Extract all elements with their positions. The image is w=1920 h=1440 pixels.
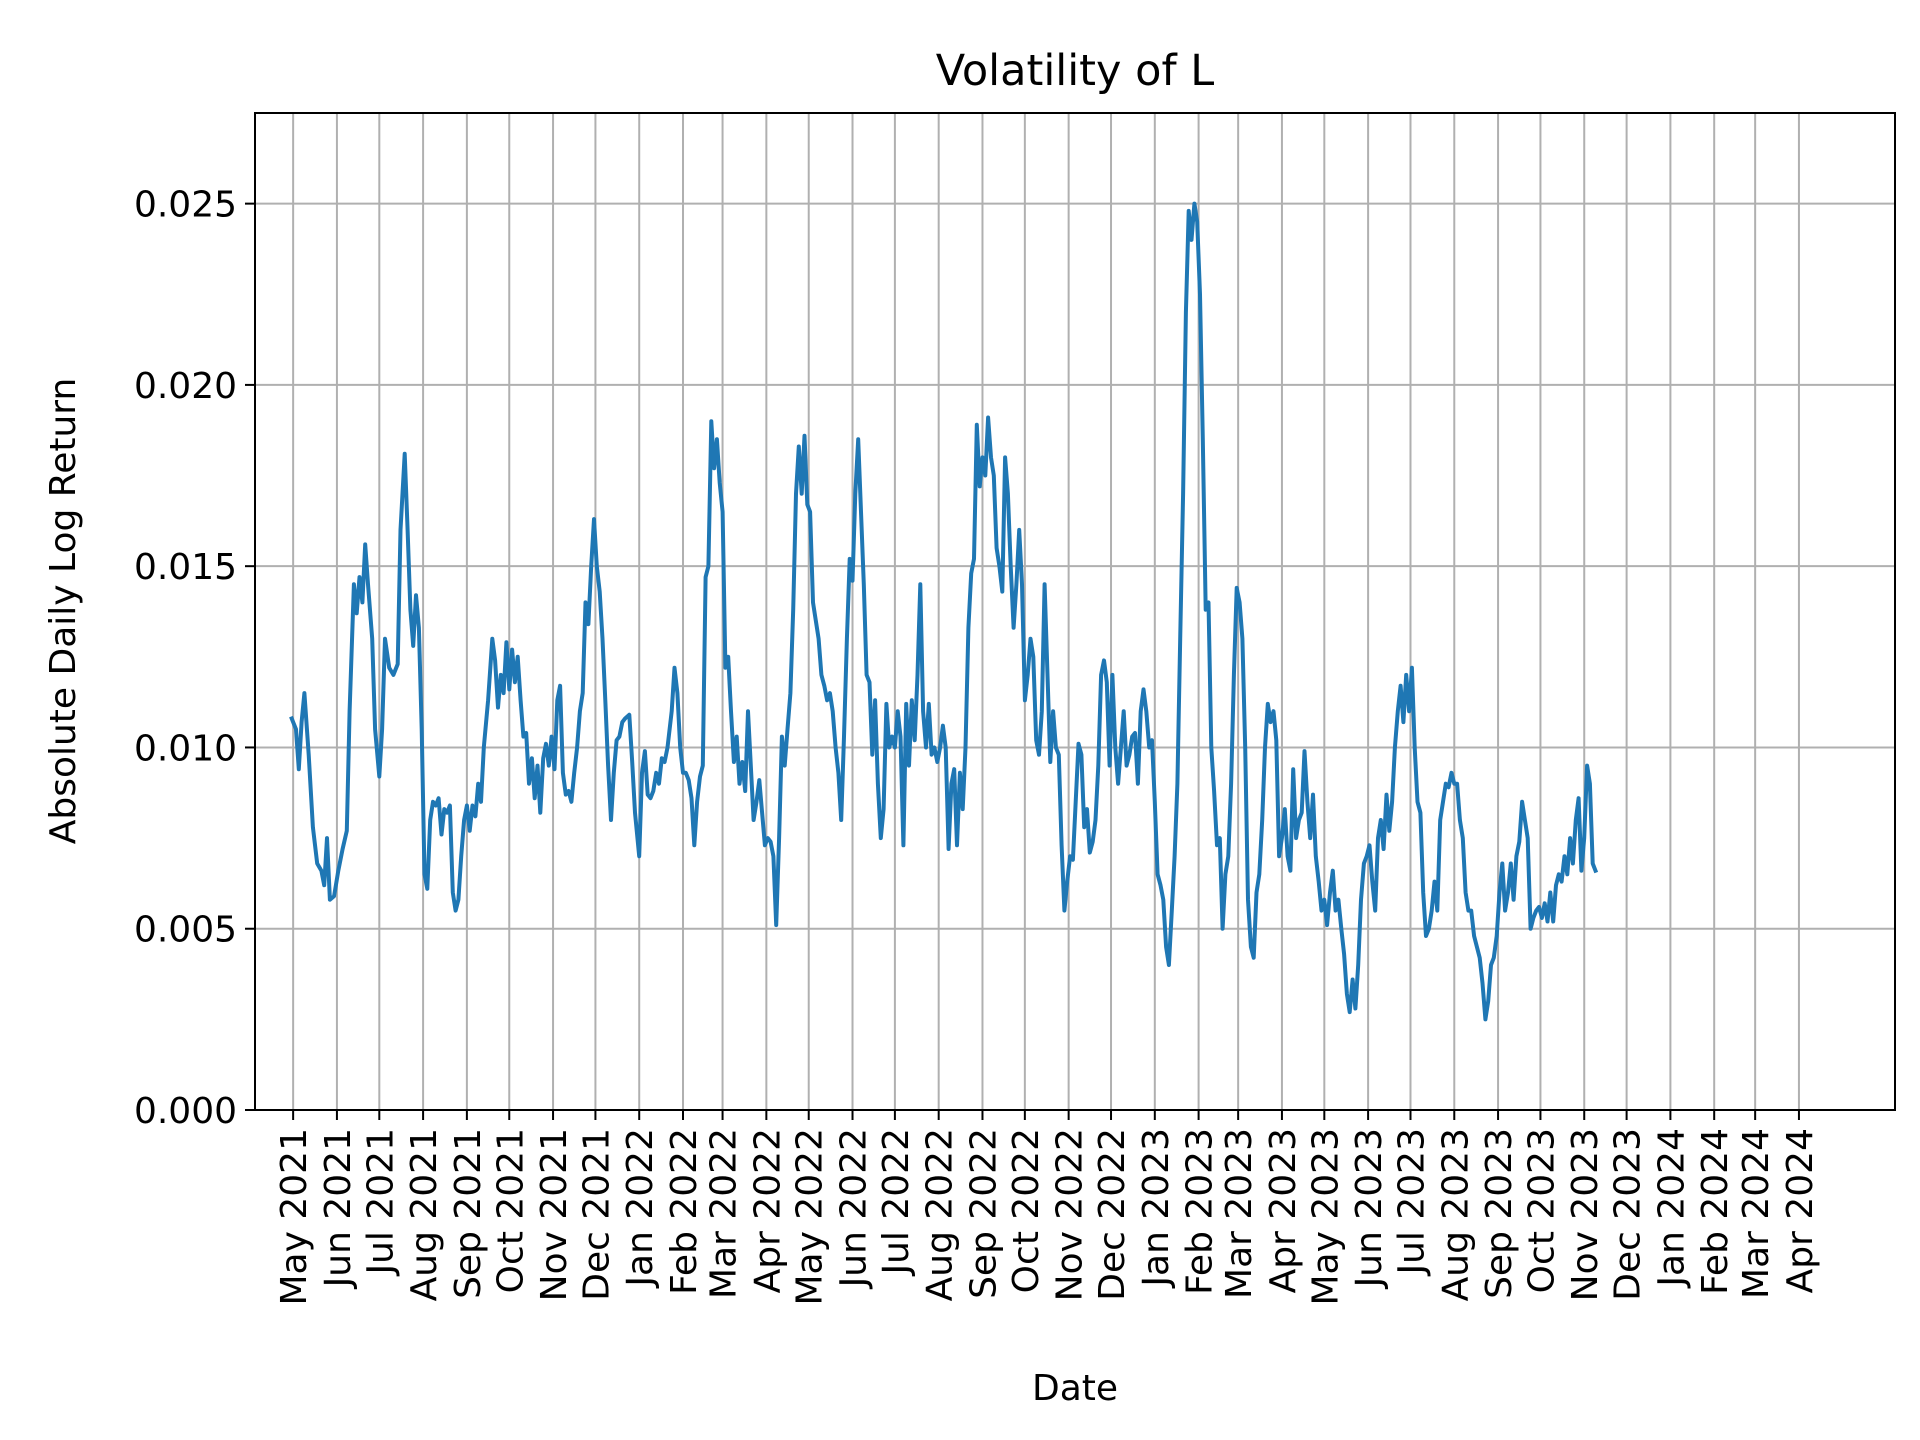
x-tick-label: Oct 2022 xyxy=(1006,1128,1047,1293)
x-axis-ticks: May 2021 Jun 2021 Jul 2021 Aug 2021 Sep 2021… xyxy=(274,1110,1821,1306)
x-tick-label: May 2021 xyxy=(274,1128,315,1306)
x-tick-label: Apr 2024 xyxy=(1780,1128,1821,1293)
x-tick-label: Sep 2023 xyxy=(1479,1128,1520,1299)
x-tick-label: Jun 2023 xyxy=(1349,1128,1390,1289)
x-tick-label: Apr 2022 xyxy=(747,1128,788,1293)
y-tick-label: 0.005 xyxy=(134,910,237,951)
x-tick-label: May 2023 xyxy=(1305,1128,1346,1306)
x-tick-label: Jul 2022 xyxy=(876,1128,917,1277)
x-tick-label: May 2022 xyxy=(790,1128,831,1306)
x-tick-label: Dec 2022 xyxy=(1092,1128,1133,1301)
y-tick-label: 0.010 xyxy=(134,728,237,769)
x-tick-label: Feb 2022 xyxy=(664,1128,705,1295)
x-tick-label: Aug 2021 xyxy=(404,1128,445,1301)
x-tick-label: Sep 2022 xyxy=(963,1128,1004,1299)
x-tick-label: Mar 2024 xyxy=(1736,1128,1777,1299)
x-tick-label: Oct 2021 xyxy=(490,1128,531,1293)
x-tick-label: Jan 2022 xyxy=(620,1128,661,1289)
x-tick-label: Jun 2021 xyxy=(318,1128,359,1289)
series-line xyxy=(289,201,1599,1022)
x-tick-label: Aug 2023 xyxy=(1435,1128,1476,1301)
plot-frame xyxy=(254,112,1896,1111)
x-tick-label: Feb 2023 xyxy=(1180,1128,1221,1295)
x-tick-label: Dec 2023 xyxy=(1608,1128,1649,1301)
x-tick-label: Nov 2023 xyxy=(1565,1128,1606,1301)
x-tick-label: Nov 2021 xyxy=(534,1128,575,1301)
x-tick-label: Apr 2023 xyxy=(1263,1128,1304,1293)
x-tick-label: Jan 2023 xyxy=(1136,1128,1177,1289)
y-tick-label: 0.020 xyxy=(134,366,237,407)
x-tick-label: Jul 2023 xyxy=(1391,1128,1432,1277)
x-tick-label: Feb 2024 xyxy=(1695,1128,1736,1295)
y-tick-label: 0.015 xyxy=(134,547,237,588)
x-tick-label: Aug 2022 xyxy=(920,1128,961,1301)
x-tick-label: Oct 2023 xyxy=(1521,1128,1562,1293)
chart-title: Volatility of L xyxy=(936,46,1214,96)
x-tick-label: Sep 2021 xyxy=(448,1128,489,1299)
x-tick-label: Jun 2022 xyxy=(834,1128,875,1289)
y-tick-label: 0.000 xyxy=(134,1091,237,1132)
y-axis-title: Absolute Daily Log Return xyxy=(43,378,84,845)
y-tick-label: 0.025 xyxy=(134,185,237,226)
x-axis-title: Date xyxy=(1032,1368,1118,1409)
x-tick-label: Mar 2022 xyxy=(704,1128,745,1299)
x-tick-label: Jan 2024 xyxy=(1651,1128,1692,1289)
x-tick-label: Mar 2023 xyxy=(1219,1128,1260,1299)
y-axis-ticks: 0.000 0.005 0.010 0.015 0.020 0.025 xyxy=(134,185,255,1132)
x-tick-label: Dec 2021 xyxy=(576,1128,617,1301)
x-tick-label: Jul 2021 xyxy=(360,1128,401,1277)
x-tick-label: Nov 2022 xyxy=(1050,1128,1091,1301)
